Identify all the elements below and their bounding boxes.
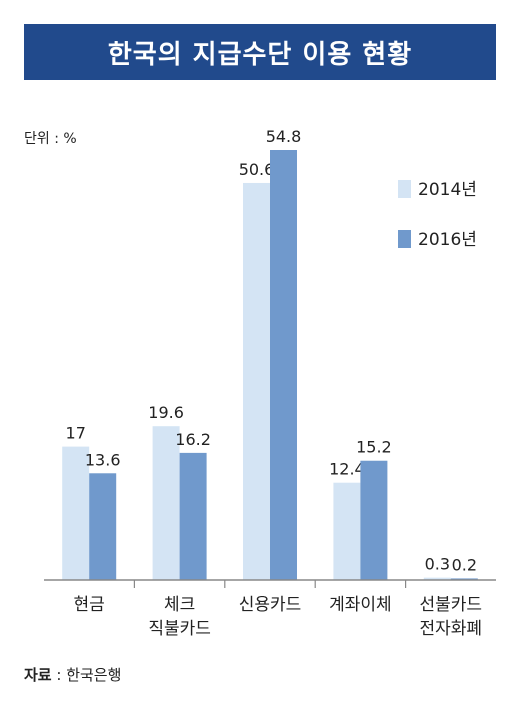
category-label-3: 신용카드 [239, 595, 302, 615]
category-label-5: 선불카드 전자화폐 [420, 595, 483, 639]
category-label-4: 계좌이체 [329, 595, 392, 615]
category-label-1: 현금 [74, 595, 105, 615]
value-label-1-5: 0.3 [425, 555, 450, 574]
bar-2-5 [450, 578, 478, 580]
source-note: 자료 : 한국은행 [24, 664, 121, 685]
value-label-2-2: 16.2 [175, 430, 211, 449]
legend-label-1: 2014년 [418, 180, 477, 200]
unit-label: 단위 : % [24, 131, 77, 147]
value-label-1-4: 12.4 [329, 460, 365, 479]
chart-title: 한국의 지급수단 이용 현황 [24, 24, 496, 80]
bar-1-1 [62, 446, 90, 580]
legend-swatch-2 [398, 230, 411, 248]
legend-swatch-1 [398, 180, 411, 198]
value-label-1-2: 19.6 [148, 403, 184, 422]
value-label-2-3: 54.8 [266, 127, 302, 146]
value-label-2-1: 13.6 [85, 450, 121, 469]
bar-2-3 [270, 150, 297, 580]
source-separator: : [51, 666, 67, 684]
bar-1-5 [423, 577, 451, 580]
source-text: 한국은행 [66, 666, 122, 684]
value-label-1-1: 17 [66, 424, 86, 443]
value-label-1-3: 50.6 [239, 160, 275, 179]
value-label-2-5: 0.2 [452, 555, 477, 574]
bar-1-4 [333, 482, 361, 580]
legend-label-2: 2016년 [418, 230, 477, 250]
bar-2-2 [179, 452, 207, 580]
bar-2-1 [89, 473, 117, 580]
value-label-2-4: 15.2 [356, 438, 392, 457]
bar-1-3 [243, 182, 270, 580]
bar-1-2 [152, 426, 180, 580]
category-label-2: 체크 직불카드 [148, 595, 211, 639]
source-label: 자료 [24, 666, 52, 684]
bar-2-4 [360, 460, 388, 580]
